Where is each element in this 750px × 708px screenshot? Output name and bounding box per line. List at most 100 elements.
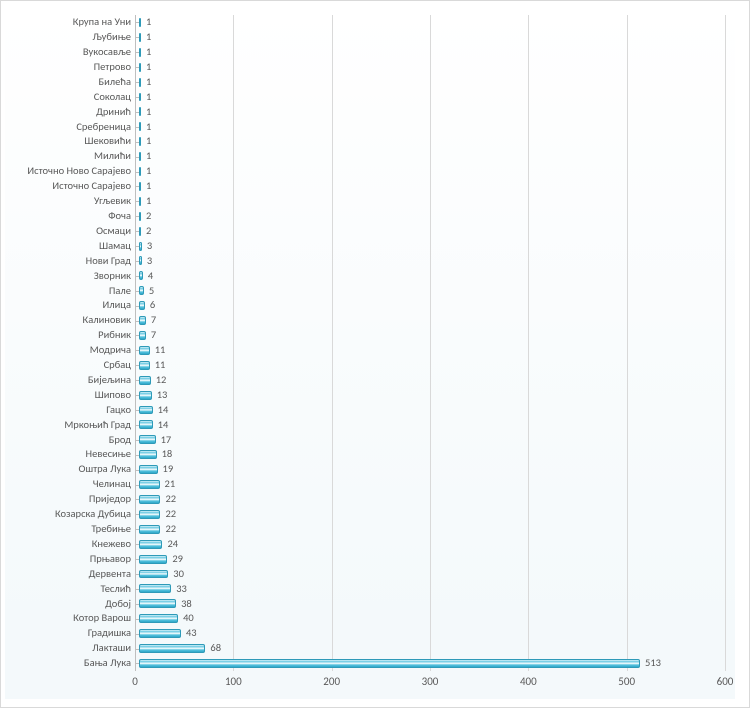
bar-area: 7 [139,328,725,343]
bar-row: Источно Ново Сарајево1 [5,164,725,179]
bar-area: 1 [139,45,725,60]
bar-row: Лакташи68 [5,641,725,656]
bar-area: 13 [139,388,725,403]
category-label: Пале [5,286,135,297]
bar-area: 1 [139,15,725,30]
bar-area: 33 [139,581,725,596]
bar-row: Сребреница1 [5,119,725,134]
bar-row: Угљевик1 [5,194,725,209]
bar [139,376,151,385]
category-label: Петрово [5,62,135,73]
bar [139,48,141,57]
bar-row: Фоча2 [5,209,725,224]
bar-area: 21 [139,477,725,492]
bar-rows: Крупа на Уни1Љубиње1Вукосавље1Петрово1Би… [5,15,725,671]
category-label: Приједор [5,494,135,505]
bar-area: 14 [139,403,725,418]
bar [139,107,141,116]
bar-row: Оштра Лука 19 [5,462,725,477]
value-label: 14 [158,405,169,416]
value-label: 7 [151,315,156,326]
bar-row: Градишка43 [5,626,725,641]
category-label: Калиновик [5,315,135,326]
category-label: Невесиње [5,449,135,460]
bar-row: Рибник 7 [5,328,725,343]
category-label: Котор Варош [5,613,135,624]
bar [139,152,141,161]
category-label: Сребреница [5,122,135,133]
x-tick-label: 300 [422,675,439,688]
category-label: Билећа [5,77,135,88]
value-label: 1 [146,32,151,43]
bar [139,570,168,579]
x-axis-labels: 0100200300400500600 [135,675,725,693]
bar-area: 14 [139,417,725,432]
bar [139,316,146,325]
category-label: Соколац [5,92,135,103]
category-label: Рибник [5,330,135,341]
bar-area: 1 [139,164,725,179]
value-label: 13 [157,390,168,401]
bar [139,271,143,280]
bar-row: Источно Сарајево1 [5,179,725,194]
bar-row: Брод17 [5,432,725,447]
bar [139,555,167,564]
bar [139,480,160,489]
x-tick-label: 100 [225,675,242,688]
bar [139,495,160,504]
bar-area: 43 [139,626,725,641]
bar-row: Србац11 [5,358,725,373]
bar-area: 68 [139,641,725,656]
bar-row: Илица6 [5,298,725,313]
value-label: 1 [146,77,151,88]
category-label: Бања Лука [5,658,135,669]
bar [139,450,157,459]
bar-area: 30 [139,567,725,582]
bar-area: 4 [139,268,725,283]
bar-area: 38 [139,596,725,611]
bar-row: Билећа 1 [5,75,725,90]
value-label: 18 [162,449,173,460]
bar-row: Кнежево24 [5,537,725,552]
value-label: 22 [165,524,176,535]
bar-row: Мркоњић Град 14 [5,417,725,432]
bar [139,629,181,638]
x-tick-label: 400 [520,675,537,688]
bar [139,93,141,102]
value-label: 3 [147,256,152,267]
bar-row: Калиновик 7 [5,313,725,328]
bar [139,644,205,653]
category-label: Гацко [5,405,135,416]
value-label: 1 [146,181,151,192]
bar [139,540,162,549]
bar [139,599,176,608]
category-label: Прњавор [5,554,135,565]
bar-area: 5 [139,283,725,298]
bar-row: Шипово13 [5,388,725,403]
bar [139,227,141,236]
value-label: 43 [186,628,197,639]
bar-area: 513 [139,656,725,671]
value-label: 3 [147,241,152,252]
value-label: 7 [151,330,156,341]
category-label: Угљевик [5,196,135,207]
category-label: Брод [5,435,135,446]
bar [139,331,146,340]
bar [139,78,141,87]
category-label: Оштра Лука [5,464,135,475]
bar [139,33,141,42]
category-label: Шековићи [5,136,135,147]
value-label: 12 [156,375,167,386]
bar-row: Шамац3 [5,239,725,254]
bar [139,256,142,265]
bar [139,391,152,400]
bar-row: Требиње22 [5,522,725,537]
value-label: 19 [163,464,174,475]
category-label: Дервента [5,569,135,580]
value-label: 1 [146,17,151,28]
bar [139,420,153,429]
bar-area: 1 [139,104,725,119]
category-label: Мркоњић Град [5,420,135,431]
value-label: 6 [150,300,155,311]
bar-area: 1 [139,134,725,149]
